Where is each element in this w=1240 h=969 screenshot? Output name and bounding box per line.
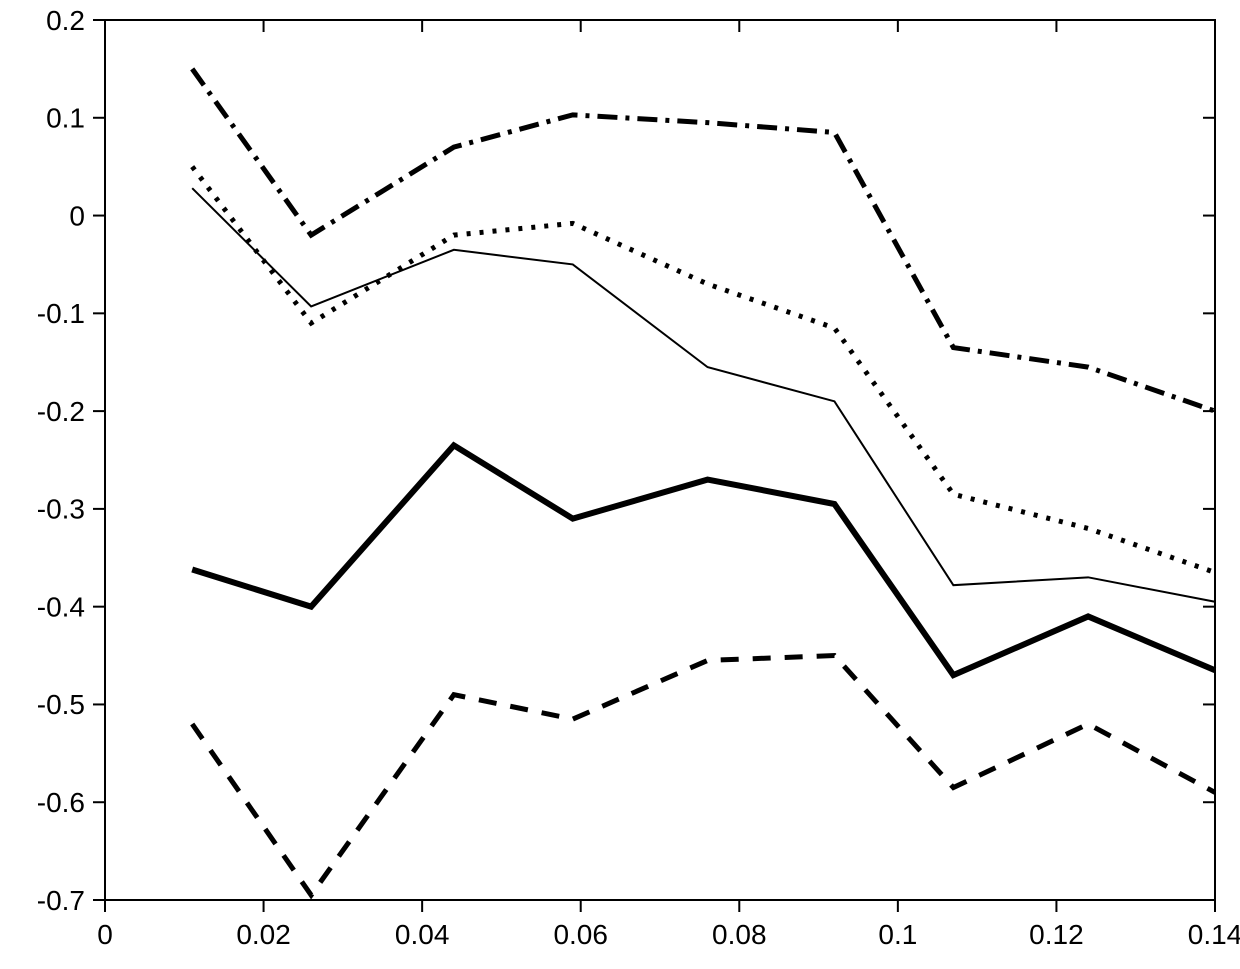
- x-tick-label: 0.1: [878, 919, 917, 950]
- y-tick-label: -0.4: [37, 591, 85, 622]
- y-tick-label: -0.1: [37, 298, 85, 329]
- y-tick-label: -0.3: [37, 494, 85, 525]
- chart-svg: 0 0.02 0.04 0.06 0.08 0.1 0.12 0.14 -0.7 -0.6 -0.5…: [0, 0, 1240, 969]
- x-tick-label: 0.12: [1029, 919, 1084, 950]
- x-tick-label: 0.02: [236, 919, 291, 950]
- y-tick-label: -0.2: [37, 396, 85, 427]
- x-tick-label: 0.08: [712, 919, 767, 950]
- y-tick-label: 0.2: [46, 5, 85, 36]
- x-tick-label: 0.04: [395, 919, 450, 950]
- y-tick-label: 0.1: [46, 103, 85, 134]
- x-tick-label: 0: [97, 919, 113, 950]
- y-tick-label: 0: [69, 200, 85, 231]
- y-tick-label: -0.7: [37, 885, 85, 916]
- y-tick-label: -0.6: [37, 787, 85, 818]
- x-tick-label: 0.14: [1188, 919, 1240, 950]
- y-tick-label: -0.5: [37, 689, 85, 720]
- x-tick-label: 0.06: [553, 919, 608, 950]
- line-chart: 0 0.02 0.04 0.06 0.08 0.1 0.12 0.14 -0.7 -0.6 -0.5…: [0, 0, 1240, 969]
